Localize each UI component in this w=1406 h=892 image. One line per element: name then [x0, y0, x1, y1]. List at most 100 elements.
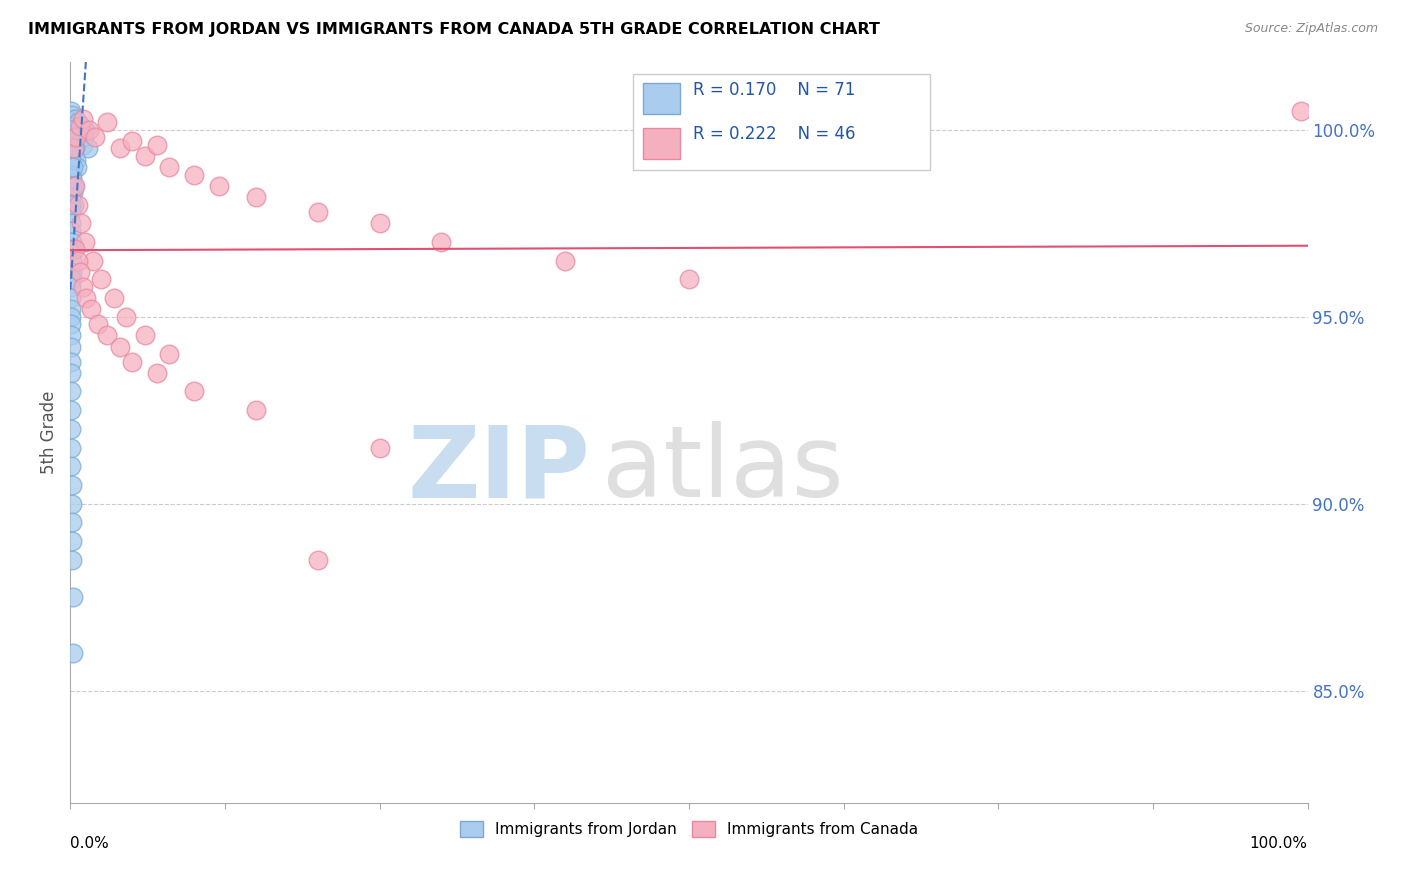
Point: [66, 197, 89, 211]
Point: [60, 422, 83, 436]
Point: [66, 115, 89, 129]
Point: [245, 190, 267, 204]
Point: [60, 459, 83, 474]
Point: [60, 243, 83, 257]
Point: [60, 516, 83, 530]
Point: [60, 384, 83, 399]
Point: [75, 291, 97, 305]
Point: [59, 366, 82, 380]
Legend: Immigrants from Jordan, Immigrants from Canada: Immigrants from Jordan, Immigrants from …: [454, 815, 924, 843]
Point: [59, 280, 82, 294]
Point: [69, 127, 91, 141]
Point: [69, 265, 91, 279]
Point: [60, 141, 83, 155]
Point: [108, 141, 131, 155]
Point: [60, 141, 83, 155]
Point: [62, 646, 84, 660]
Point: [96, 328, 118, 343]
Y-axis label: 5th Grade: 5th Grade: [41, 391, 59, 475]
Point: [62, 149, 84, 163]
Point: [108, 340, 131, 354]
Point: [65, 127, 87, 141]
Point: [60, 171, 83, 186]
Point: [72, 112, 94, 126]
Point: [72, 137, 94, 152]
Point: [368, 441, 391, 455]
Point: [60, 265, 83, 279]
Point: [60, 478, 83, 492]
Point: [62, 197, 84, 211]
Point: [67, 134, 90, 148]
Point: [63, 122, 86, 136]
Point: [62, 186, 84, 201]
Point: [73, 130, 96, 145]
Point: [65, 153, 87, 167]
Point: [62, 137, 84, 152]
Point: [115, 310, 138, 324]
Point: [60, 205, 83, 219]
Point: [60, 178, 83, 193]
Point: [678, 272, 700, 286]
Point: [80, 302, 103, 317]
Point: [60, 168, 83, 182]
Point: [103, 291, 125, 305]
Point: [208, 178, 231, 193]
Text: ZIP: ZIP: [408, 421, 591, 518]
Point: [65, 243, 87, 257]
Point: [84, 130, 107, 145]
Point: [60, 403, 83, 417]
Point: [183, 168, 205, 182]
Point: [70, 119, 93, 133]
Point: [90, 272, 112, 286]
Text: R = 0.170    N = 71: R = 0.170 N = 71: [693, 81, 855, 99]
Point: [59, 190, 82, 204]
Point: [60, 253, 83, 268]
FancyBboxPatch shape: [643, 83, 681, 114]
Point: [82, 253, 104, 268]
Text: R = 0.222    N = 46: R = 0.222 N = 46: [693, 125, 855, 144]
Text: atlas: atlas: [602, 421, 844, 518]
Point: [66, 253, 89, 268]
Point: [59, 103, 82, 118]
Point: [60, 224, 83, 238]
Point: [60, 441, 83, 455]
Point: [59, 130, 82, 145]
Point: [63, 141, 86, 155]
Point: [157, 160, 180, 174]
Point: [59, 160, 82, 174]
Point: [307, 553, 329, 567]
Point: [60, 216, 83, 230]
Point: [62, 115, 84, 129]
Point: [75, 122, 97, 136]
Point: [59, 317, 82, 331]
Point: [76, 141, 98, 155]
Point: [134, 328, 156, 343]
Point: [59, 340, 82, 354]
Point: [62, 134, 84, 148]
Point: [368, 216, 391, 230]
Point: [62, 160, 84, 174]
Point: [62, 119, 84, 133]
Point: [66, 130, 89, 145]
Point: [183, 384, 205, 399]
Point: [75, 235, 97, 249]
Point: [63, 178, 86, 193]
Point: [59, 328, 82, 343]
Point: [60, 122, 83, 136]
Point: [60, 153, 83, 167]
Point: [59, 310, 82, 324]
Point: [59, 302, 82, 317]
Point: [70, 216, 93, 230]
Point: [60, 235, 83, 249]
Point: [86, 317, 108, 331]
FancyBboxPatch shape: [643, 128, 681, 159]
Point: [96, 115, 118, 129]
Point: [65, 130, 87, 145]
Point: [66, 160, 89, 174]
Point: [121, 134, 143, 148]
Point: [65, 178, 87, 193]
Point: [77, 122, 100, 136]
Text: 0.0%: 0.0%: [70, 836, 110, 851]
Point: [146, 366, 169, 380]
Text: Source: ZipAtlas.com: Source: ZipAtlas.com: [1244, 22, 1378, 36]
